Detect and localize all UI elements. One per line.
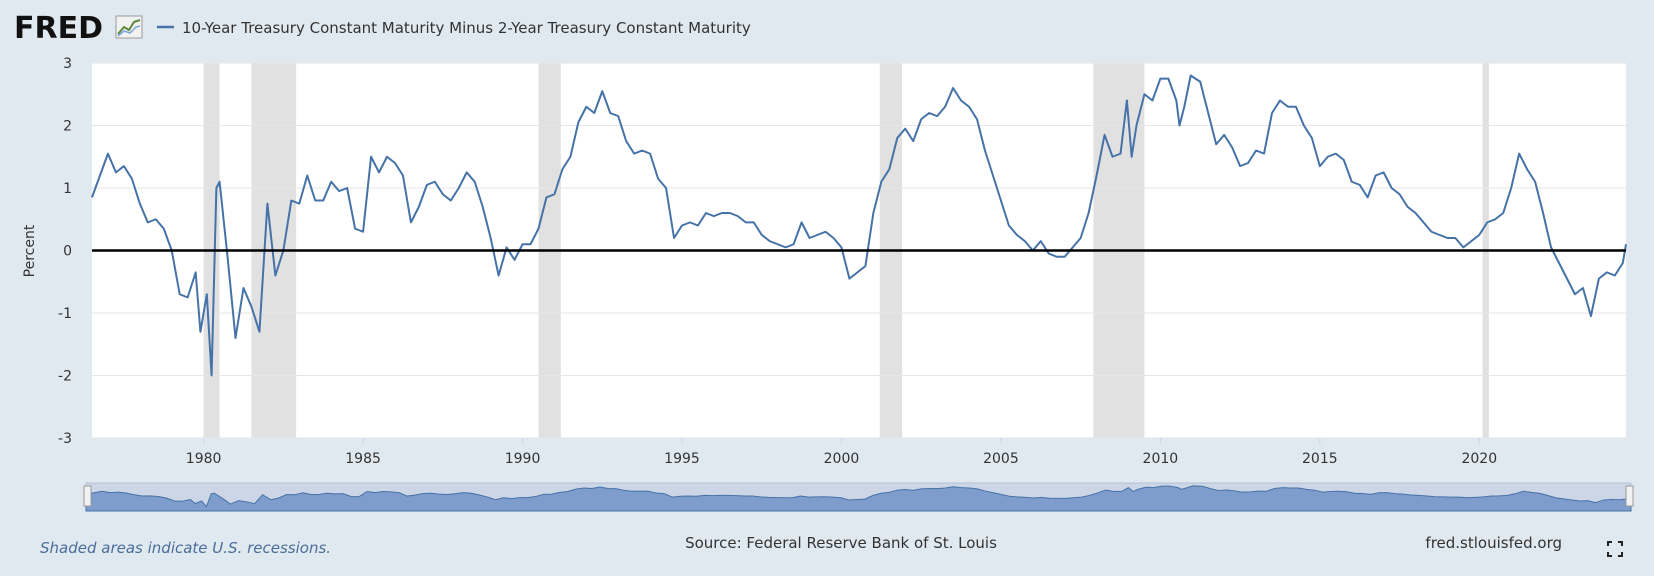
legend-label: 10-Year Treasury Constant Maturity Minus… [182, 19, 751, 37]
y-tick-label: 3 [63, 56, 72, 72]
navigator-handle[interactable] [83, 485, 92, 507]
y-axis-label: Percent [22, 224, 38, 277]
y-tick-label: 0 [63, 244, 72, 260]
y-tick-label: -2 [58, 369, 72, 385]
x-tick-label: 2010 [1143, 451, 1179, 467]
logo: FRED [14, 11, 103, 46]
x-tick-label: 1995 [664, 451, 700, 467]
y-tick-label: -3 [58, 431, 72, 447]
series-line [91, 74, 1627, 377]
recession-note: Shaded areas indicate U.S. recessions. [40, 539, 331, 557]
y-tick-label: 2 [63, 119, 72, 135]
y-tick-label: 1 [63, 181, 72, 197]
navigator-handle[interactable] [1625, 485, 1634, 507]
logo-icon [115, 15, 143, 39]
x-tick-label: 2015 [1302, 451, 1338, 467]
navigator-series [85, 485, 1632, 512]
x-tick-label: 2005 [983, 451, 1019, 467]
x-tick-label: 1990 [505, 451, 541, 467]
x-tick-label: 1985 [345, 451, 381, 467]
fullscreen-button[interactable] [1607, 541, 1623, 557]
x-tick-label: 2020 [1461, 451, 1497, 467]
site-url[interactable]: fred.stlouisfed.org [1425, 534, 1562, 552]
x-tick-label: 1980 [186, 451, 222, 467]
x-tick-label: 2000 [824, 451, 860, 467]
source: Source: Federal Reserve Bank of St. Loui… [685, 534, 997, 552]
y-tick-label: -1 [58, 306, 72, 322]
